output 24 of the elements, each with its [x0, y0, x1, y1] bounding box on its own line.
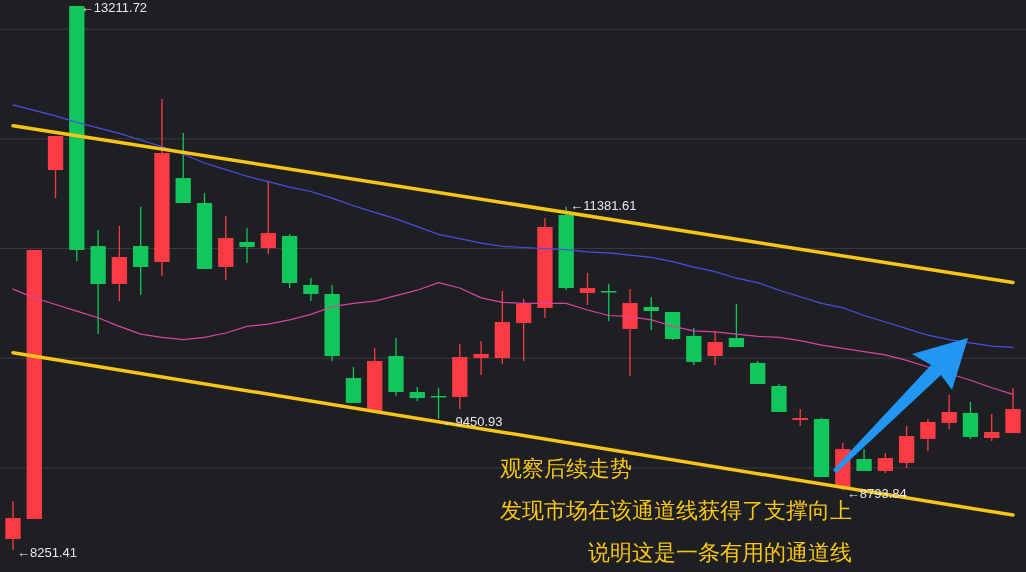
candlestick — [728, 303, 745, 348]
text: ←8251.41 — [17, 545, 77, 561]
annotation: 说明这是一条有用的通道线 — [588, 540, 852, 565]
candlestick — [515, 298, 532, 362]
text: ←13211.72 — [80, 0, 148, 16]
candlestick — [133, 206, 149, 296]
candlestick — [856, 448, 872, 472]
candlestick — [303, 277, 319, 302]
candlestick — [707, 330, 723, 366]
candlestick — [601, 283, 617, 322]
candlestick — [579, 272, 596, 306]
candlestick — [920, 418, 936, 452]
candlestick — [984, 413, 1000, 442]
text: ←9450.93 — [442, 413, 503, 429]
candlestick — [239, 227, 255, 264]
annotation: 观察后续走势 — [500, 456, 632, 481]
candlestick — [260, 181, 276, 255]
text: ←11381.61 — [570, 198, 637, 214]
annotation: 发现市场在该通道线获得了支撑向上 — [500, 498, 852, 523]
candlestick — [5, 500, 21, 551]
candlestick — [941, 394, 957, 430]
candlestick — [473, 340, 489, 376]
candlestick — [877, 452, 893, 474]
candlestick — [643, 296, 659, 331]
